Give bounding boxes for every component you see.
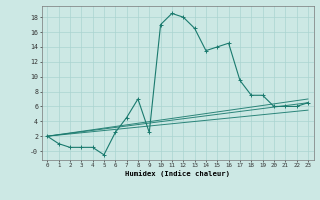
X-axis label: Humidex (Indice chaleur): Humidex (Indice chaleur) — [125, 170, 230, 177]
